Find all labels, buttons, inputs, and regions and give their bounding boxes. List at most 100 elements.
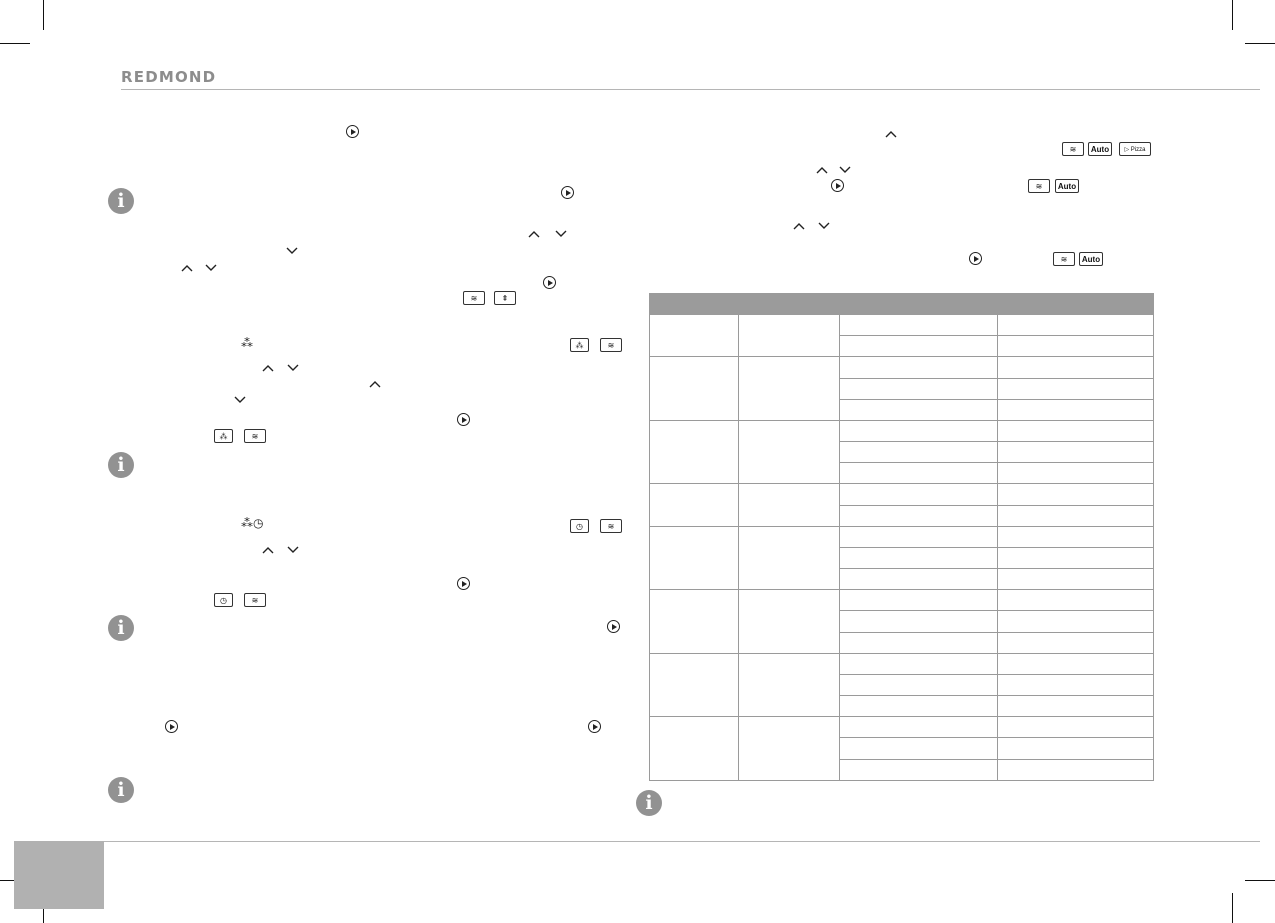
chevron-up-icon	[262, 547, 274, 554]
crop-mark	[1245, 43, 1275, 44]
pizza-label: Pizza	[1130, 147, 1146, 153]
microwave-wave-icon: ≋	[244, 429, 266, 443]
time-cell	[997, 504, 1154, 527]
power-cell	[838, 504, 999, 527]
chevron-up-icon	[369, 381, 381, 388]
chevron-up-icon	[816, 167, 828, 174]
power-cell	[838, 695, 999, 718]
chevron-down-icon	[555, 230, 567, 237]
time-cell	[997, 356, 1154, 379]
grill-icon: ⇞	[494, 291, 516, 305]
defrost-timer-icon: ⁂◷	[241, 516, 264, 530]
time-cell	[997, 568, 1154, 591]
table-row	[649, 356, 1154, 421]
defrost-display-icon: ⁂	[570, 338, 589, 352]
table-row	[650, 546, 1154, 570]
play-icon	[607, 620, 620, 633]
play-icon	[165, 720, 178, 733]
chevron-up-icon	[793, 223, 805, 230]
chevron-down-icon	[839, 166, 851, 173]
defrost-timer-display-icon: ◷	[570, 519, 589, 533]
chevron-down-icon	[234, 396, 246, 403]
weight-cell	[737, 589, 840, 654]
chevron-down-icon	[286, 247, 298, 254]
power-cell	[838, 377, 999, 400]
weight-cell	[737, 483, 840, 527]
power-cell	[838, 525, 999, 548]
weight-cell	[737, 716, 840, 781]
table-row	[649, 589, 1154, 654]
weight-cell	[737, 313, 840, 358]
chevron-up-icon	[528, 231, 540, 238]
weight-cell	[737, 356, 840, 421]
time-cell	[997, 313, 1154, 337]
table-row	[650, 737, 1154, 760]
power-cell	[838, 631, 999, 654]
weight-cell	[737, 525, 840, 591]
time-cell	[997, 398, 1154, 421]
play-icon	[457, 413, 470, 426]
time-cell	[997, 716, 1154, 739]
column-header	[649, 293, 739, 315]
chevron-down-icon	[205, 264, 217, 271]
chevron-up-icon	[262, 365, 274, 372]
product-cell	[649, 313, 739, 358]
product-cell	[649, 483, 739, 527]
play-icon	[543, 276, 556, 289]
power-cell	[838, 335, 999, 358]
play-icon	[457, 577, 470, 590]
power-cell	[838, 610, 999, 633]
time-cell	[997, 441, 1154, 464]
time-cell	[997, 695, 1154, 718]
pizza-program-icon: ▷ Pizza	[1119, 142, 1151, 156]
column-header	[997, 293, 1154, 315]
product-cell	[649, 525, 739, 591]
power-cell	[838, 546, 999, 570]
auto-mode-icon: Auto	[1079, 252, 1103, 266]
chevron-up-icon	[885, 131, 897, 138]
weight-cell	[737, 652, 840, 718]
table-row	[649, 313, 1154, 358]
time-cell	[997, 335, 1154, 358]
crop-mark	[1245, 880, 1275, 881]
crop-mark	[43, 0, 44, 30]
microwave-wave-icon: ≋	[1062, 142, 1084, 156]
info-icon: i	[108, 188, 134, 214]
power-cell	[838, 673, 999, 697]
time-cell	[997, 589, 1154, 612]
info-icon: i	[108, 777, 134, 803]
info-icon: i	[636, 790, 662, 816]
time-cell	[997, 673, 1154, 697]
microwave-wave-icon: ≋	[244, 593, 266, 607]
chevron-up-icon	[181, 265, 193, 272]
table-row	[650, 673, 1154, 697]
table-header-row	[649, 293, 1154, 315]
table-row	[650, 462, 1154, 485]
product-cell	[649, 716, 739, 781]
product-cell	[649, 652, 739, 718]
auto-mode-icon: Auto	[1055, 179, 1079, 193]
power-cell	[838, 652, 999, 675]
time-cell	[997, 419, 1154, 443]
power-cell	[838, 398, 999, 421]
play-icon	[346, 125, 359, 138]
time-cell	[997, 758, 1154, 782]
power-cell	[838, 483, 999, 506]
time-cell	[997, 652, 1154, 675]
chevron-down-icon	[818, 222, 830, 229]
time-cell	[997, 610, 1154, 633]
power-cell	[838, 737, 999, 760]
table-row	[650, 441, 1154, 464]
info-icon: i	[108, 452, 134, 478]
time-cell	[997, 525, 1154, 548]
table-row	[650, 377, 1154, 400]
program-table	[649, 293, 1154, 782]
power-cell	[838, 716, 999, 739]
chevron-down-icon	[287, 546, 299, 553]
table-row	[650, 504, 1154, 527]
column-header	[838, 293, 999, 315]
time-cell	[997, 631, 1154, 654]
auto-mode-icon: Auto	[1088, 142, 1112, 156]
crop-mark	[1232, 893, 1233, 923]
info-icon: i	[108, 615, 134, 641]
